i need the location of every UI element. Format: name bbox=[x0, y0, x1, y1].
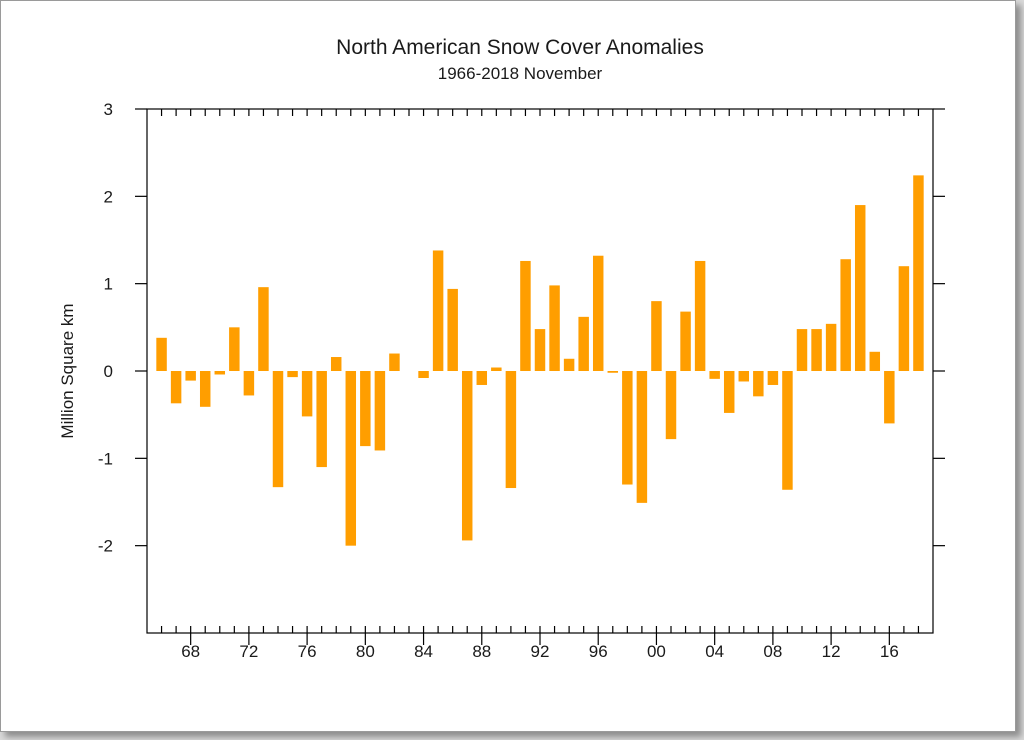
bar-1979 bbox=[345, 371, 357, 546]
bar-1977 bbox=[316, 371, 327, 468]
y-tick-label: 2 bbox=[104, 187, 113, 206]
bar-1993 bbox=[549, 285, 560, 371]
bar-2014 bbox=[854, 205, 866, 371]
plot-area-border bbox=[146, 108, 934, 634]
bar-1978 bbox=[330, 357, 342, 371]
ticks-group bbox=[135, 108, 945, 645]
y-tick-label: 3 bbox=[104, 100, 113, 119]
bar-2006 bbox=[738, 371, 750, 382]
x-tick-label: 84 bbox=[414, 642, 433, 661]
bar-1994 bbox=[563, 358, 575, 371]
bar-2013 bbox=[840, 259, 851, 371]
y-tick-label: -2 bbox=[98, 537, 113, 556]
bar-1998 bbox=[622, 371, 633, 485]
x-tick-label: 88 bbox=[472, 642, 491, 661]
y-axis-label: Million Square km bbox=[58, 303, 77, 438]
bar-1972 bbox=[243, 371, 255, 396]
x-tick-label: 68 bbox=[181, 642, 200, 661]
y-tick-label: -1 bbox=[98, 449, 113, 468]
bar-2015 bbox=[869, 351, 881, 371]
bar-1967 bbox=[170, 371, 182, 404]
bar-2010 bbox=[796, 329, 808, 371]
bar-1975 bbox=[287, 371, 298, 378]
chart-subtitle: 1966-2018 November bbox=[438, 64, 603, 83]
bar-1992 bbox=[534, 329, 546, 371]
bar-1987 bbox=[461, 371, 473, 541]
x-tick-label: 00 bbox=[647, 642, 666, 661]
bar-2001 bbox=[665, 371, 677, 440]
tick-labels-group: 3 2 1 0 -1 -2 68 72 76 80 84 88 92 96 00 04 08 12 16 bbox=[98, 100, 899, 661]
x-tick-label: 08 bbox=[763, 642, 782, 661]
bar-2008 bbox=[767, 371, 779, 385]
bar-1997 bbox=[607, 371, 619, 373]
x-tick-label: 04 bbox=[705, 642, 724, 661]
bar-1969 bbox=[199, 371, 211, 407]
snow-cover-chart: North American Snow Cover Anomalies 1966… bbox=[58, 36, 945, 661]
bar-1980 bbox=[360, 371, 371, 447]
bar-1976 bbox=[301, 371, 313, 417]
bar-2000 bbox=[651, 301, 662, 371]
bar-2012 bbox=[825, 323, 837, 371]
bar-2007 bbox=[753, 371, 764, 397]
x-tick-label: 72 bbox=[239, 642, 258, 661]
bar-1981 bbox=[374, 371, 386, 451]
bar-1988 bbox=[476, 371, 488, 385]
bar-2009 bbox=[782, 371, 793, 490]
bars-group bbox=[156, 175, 924, 546]
x-tick-label: 16 bbox=[880, 642, 899, 661]
bar-2018 bbox=[913, 175, 924, 371]
bar-1990 bbox=[505, 371, 517, 489]
bar-2017 bbox=[898, 266, 910, 371]
bar-2003 bbox=[694, 260, 706, 371]
bar-1984 bbox=[418, 371, 429, 378]
bar-1991 bbox=[520, 260, 531, 371]
x-tick-label: 12 bbox=[822, 642, 841, 661]
bar-2004 bbox=[709, 371, 720, 379]
x-tick-label: 96 bbox=[589, 642, 608, 661]
chart-title: North American Snow Cover Anomalies bbox=[336, 36, 704, 59]
bar-1995 bbox=[578, 316, 589, 371]
bar-1973 bbox=[258, 287, 269, 371]
bar-1999 bbox=[636, 371, 648, 503]
x-tick-label: 92 bbox=[531, 642, 550, 661]
bar-2002 bbox=[680, 311, 691, 371]
bar-1970 bbox=[214, 371, 226, 375]
x-tick-label: 80 bbox=[356, 642, 375, 661]
bar-1996 bbox=[592, 255, 604, 371]
bar-1968 bbox=[185, 371, 196, 381]
bar-1982 bbox=[389, 353, 400, 371]
bar-1971 bbox=[229, 327, 240, 371]
bar-2005 bbox=[723, 371, 735, 413]
bar-1985 bbox=[432, 250, 444, 371]
y-tick-label: 0 bbox=[104, 362, 113, 381]
bar-1989 bbox=[491, 367, 502, 371]
y-tick-label: 1 bbox=[104, 275, 113, 294]
bar-1986 bbox=[447, 288, 458, 371]
bar-1966 bbox=[156, 337, 167, 371]
x-tick-label: 76 bbox=[298, 642, 317, 661]
bar-2016 bbox=[884, 371, 895, 424]
bar-1974 bbox=[272, 371, 284, 488]
bar-2011 bbox=[811, 329, 822, 371]
